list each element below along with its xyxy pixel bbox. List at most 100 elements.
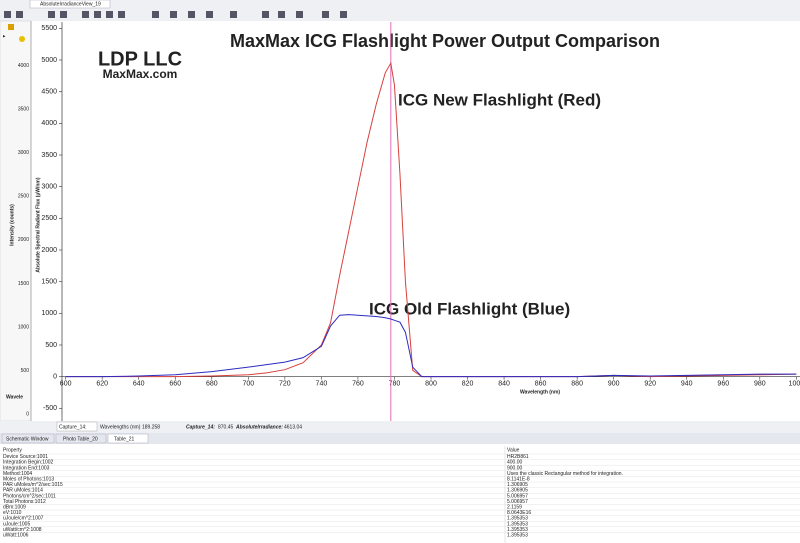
x-tick-label: 620 xyxy=(96,381,108,388)
x-tick-label: 1000 xyxy=(789,381,800,388)
table-cell: Photons/cm^2/sec:1011 xyxy=(3,493,56,499)
x-tick-label: 920 xyxy=(644,381,656,388)
table-cell: PAR uMoles:1014 xyxy=(3,488,43,494)
table-cell: Total Photons:1012 xyxy=(3,499,46,505)
x-tick-label: 840 xyxy=(498,381,510,388)
tab-label: Photo Table_20 xyxy=(63,436,98,442)
left-x-title: Wavele xyxy=(6,394,23,400)
annotation: ICG Old Flashlight (Blue) xyxy=(369,299,570,318)
y-tick-label: -500 xyxy=(43,405,57,412)
capture-dropdown[interactable] xyxy=(56,421,98,432)
x-tick-label: 660 xyxy=(169,381,181,388)
table-cell: Uses the classic Rectangular method for … xyxy=(507,471,623,477)
x-tick-label: 640 xyxy=(133,381,145,388)
table-bg xyxy=(0,446,800,543)
tab[interactable] xyxy=(1,433,55,444)
table-cell: 1.306905 xyxy=(507,488,528,494)
logo-url: MaxMax.com xyxy=(103,67,178,81)
x-tick-label: 700 xyxy=(242,381,254,388)
icon[interactable] xyxy=(19,36,25,42)
table-cell: Integration Begin:1002 xyxy=(3,460,54,466)
x-tick-label: 880 xyxy=(571,381,583,388)
y-tick-label: 0 xyxy=(53,374,57,381)
x-tick-label: 800 xyxy=(425,381,437,388)
x-tick-label: 940 xyxy=(681,381,693,388)
view-tab[interactable] xyxy=(29,0,111,9)
table-cell: 400.00 xyxy=(507,460,523,466)
table-header: Value xyxy=(507,447,520,453)
chart-title: MaxMax ICG Flashlight Power Output Compa… xyxy=(230,31,660,51)
table-cell: 8.1141E-8 xyxy=(507,477,530,483)
toolbar-icons[interactable] xyxy=(4,11,347,18)
y-tick-label: 2000 xyxy=(41,247,57,254)
icon[interactable] xyxy=(8,24,14,30)
y-tick-label: 3000 xyxy=(41,184,57,191)
plot: 0 500 1000 1500 2000 2500 3000 3500 4000 -500 0 500… xyxy=(18,22,800,421)
y-tick-label: 500 xyxy=(45,342,57,349)
status-bar xyxy=(0,421,800,433)
y-tick-label: 4000 xyxy=(41,120,57,127)
tab[interactable] xyxy=(55,433,107,444)
x-tick-label: 600 xyxy=(60,381,72,388)
y-tick-label: 2500 xyxy=(41,215,57,222)
x-tick-label: 820 xyxy=(462,381,474,388)
table-cell: 900.00 xyxy=(507,465,523,471)
table-cell: uJoule/cm^2:1007 xyxy=(3,516,44,522)
table-cell: Device Source:1001 xyxy=(3,454,48,460)
tab-strip xyxy=(0,433,800,444)
left-tick-label: 1500 xyxy=(18,281,29,287)
x-tick-label: 680 xyxy=(206,381,218,388)
table-cell: 1.395353 xyxy=(507,521,528,527)
left-tick-label: 0 xyxy=(26,411,29,417)
table-cell: Method:1004 xyxy=(3,471,32,477)
left-tick-label: 4000 xyxy=(18,63,29,69)
table-header: Property xyxy=(3,447,22,453)
wavelength-value: 189.258 xyxy=(142,424,160,430)
table-cell: Moles of Photons:1013 xyxy=(3,477,54,483)
tab-label: Table_21 xyxy=(114,436,135,442)
left-tick-label: 3000 xyxy=(18,150,29,156)
table-cell: 1.306905 xyxy=(507,482,528,488)
table-cell: 1.395353 xyxy=(507,527,528,533)
series-line xyxy=(65,314,797,378)
table-cell: Integration End:1003 xyxy=(3,465,50,471)
table-cell: 8.0643E16 xyxy=(507,510,531,516)
left-tick-label: 3500 xyxy=(18,107,29,113)
y-tick-label: 1000 xyxy=(41,310,57,317)
table-cell: dBm:1009 xyxy=(3,505,26,511)
capture-label: Capture_14: xyxy=(59,424,87,430)
y-axis-title: Absolute Spectral Radiant Flux (µW/nm) xyxy=(35,177,41,272)
logo-text: LDP LLC xyxy=(98,48,182,70)
table-cell: uJoule:1005 xyxy=(3,521,30,527)
toolbar xyxy=(0,0,800,21)
tab-label: Schematic Window xyxy=(6,436,49,442)
table-cell: PAR uMoles/m^2/sec:1015 xyxy=(3,482,63,488)
x-tick-label: 740 xyxy=(316,381,328,388)
x-tick-label: 760 xyxy=(352,381,364,388)
left-tick-label: 1000 xyxy=(18,324,29,330)
view-tab-label: AbsoluteIrradianceView_19 xyxy=(40,1,101,7)
y-tick-label: 5500 xyxy=(41,25,57,32)
left-label: ▸ xyxy=(3,33,6,39)
readout-value: 870.45 xyxy=(218,424,234,430)
tab[interactable] xyxy=(107,433,149,444)
left-panel xyxy=(0,20,32,422)
y-tick-label: 3500 xyxy=(41,152,57,159)
property-table: Property Value Device Source:1001 HR2B861 In… xyxy=(0,446,800,543)
x-tick-label: 960 xyxy=(717,381,729,388)
y-tick-label: 1500 xyxy=(41,279,57,286)
x-axis-title: Wavelength (nm) xyxy=(520,389,560,395)
table-cell: uWatt/cm^2:1008 xyxy=(3,527,42,533)
table-cell: 5.006957 xyxy=(507,499,528,505)
left-tick-label: 2000 xyxy=(18,237,29,243)
table-cell: 1.395353 xyxy=(507,516,528,522)
readout-label: AbsoluteIrradiance: xyxy=(235,424,283,430)
y-tick-label: 5000 xyxy=(41,57,57,64)
x-tick-label: 980 xyxy=(754,381,766,388)
x-tick-label: 780 xyxy=(389,381,401,388)
left-y-title: Intensity (counts) xyxy=(9,204,15,246)
table-cell: 1.395353 xyxy=(507,533,528,539)
table-cell: 5.006957 xyxy=(507,493,528,499)
